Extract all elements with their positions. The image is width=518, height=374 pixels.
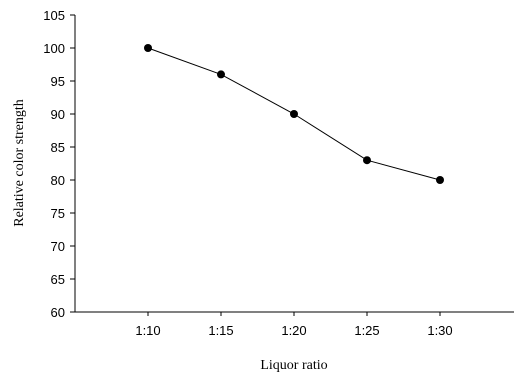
y-tick-label: 85	[51, 140, 65, 155]
data-point	[363, 156, 371, 165]
y-tick-label: 75	[51, 206, 65, 221]
x-tick-label: 1:20	[281, 323, 306, 338]
y-tick-label: 65	[51, 272, 65, 287]
x-tick-label: 1:15	[208, 323, 233, 338]
x-axis-title: Liquor ratio	[260, 358, 327, 373]
y-tick-label: 95	[51, 74, 65, 89]
data-point	[217, 70, 225, 79]
y-tick-label: 60	[51, 305, 65, 320]
data-point	[290, 110, 298, 118]
data-point	[144, 44, 152, 52]
y-tick-label: 70	[51, 239, 65, 254]
y-tick-label: 105	[43, 8, 65, 23]
y-tick-label: 90	[51, 107, 65, 122]
series-layer	[144, 44, 444, 184]
data-point	[436, 176, 444, 184]
y-axis-ticks: 60 65 70 75 80 85 90 95 100 105	[43, 8, 75, 320]
x-axis-ticks: 1:10 1:15 1:20 1:25 1:30	[135, 312, 453, 338]
x-tick-label: 1:10	[135, 323, 160, 338]
y-tick-label: 80	[51, 173, 65, 188]
x-tick-label: 1:25	[354, 323, 379, 338]
x-tick-label: 1:30	[427, 323, 452, 338]
y-axis-title: Relative color strength	[12, 99, 27, 227]
y-tick-label: 100	[43, 41, 65, 56]
